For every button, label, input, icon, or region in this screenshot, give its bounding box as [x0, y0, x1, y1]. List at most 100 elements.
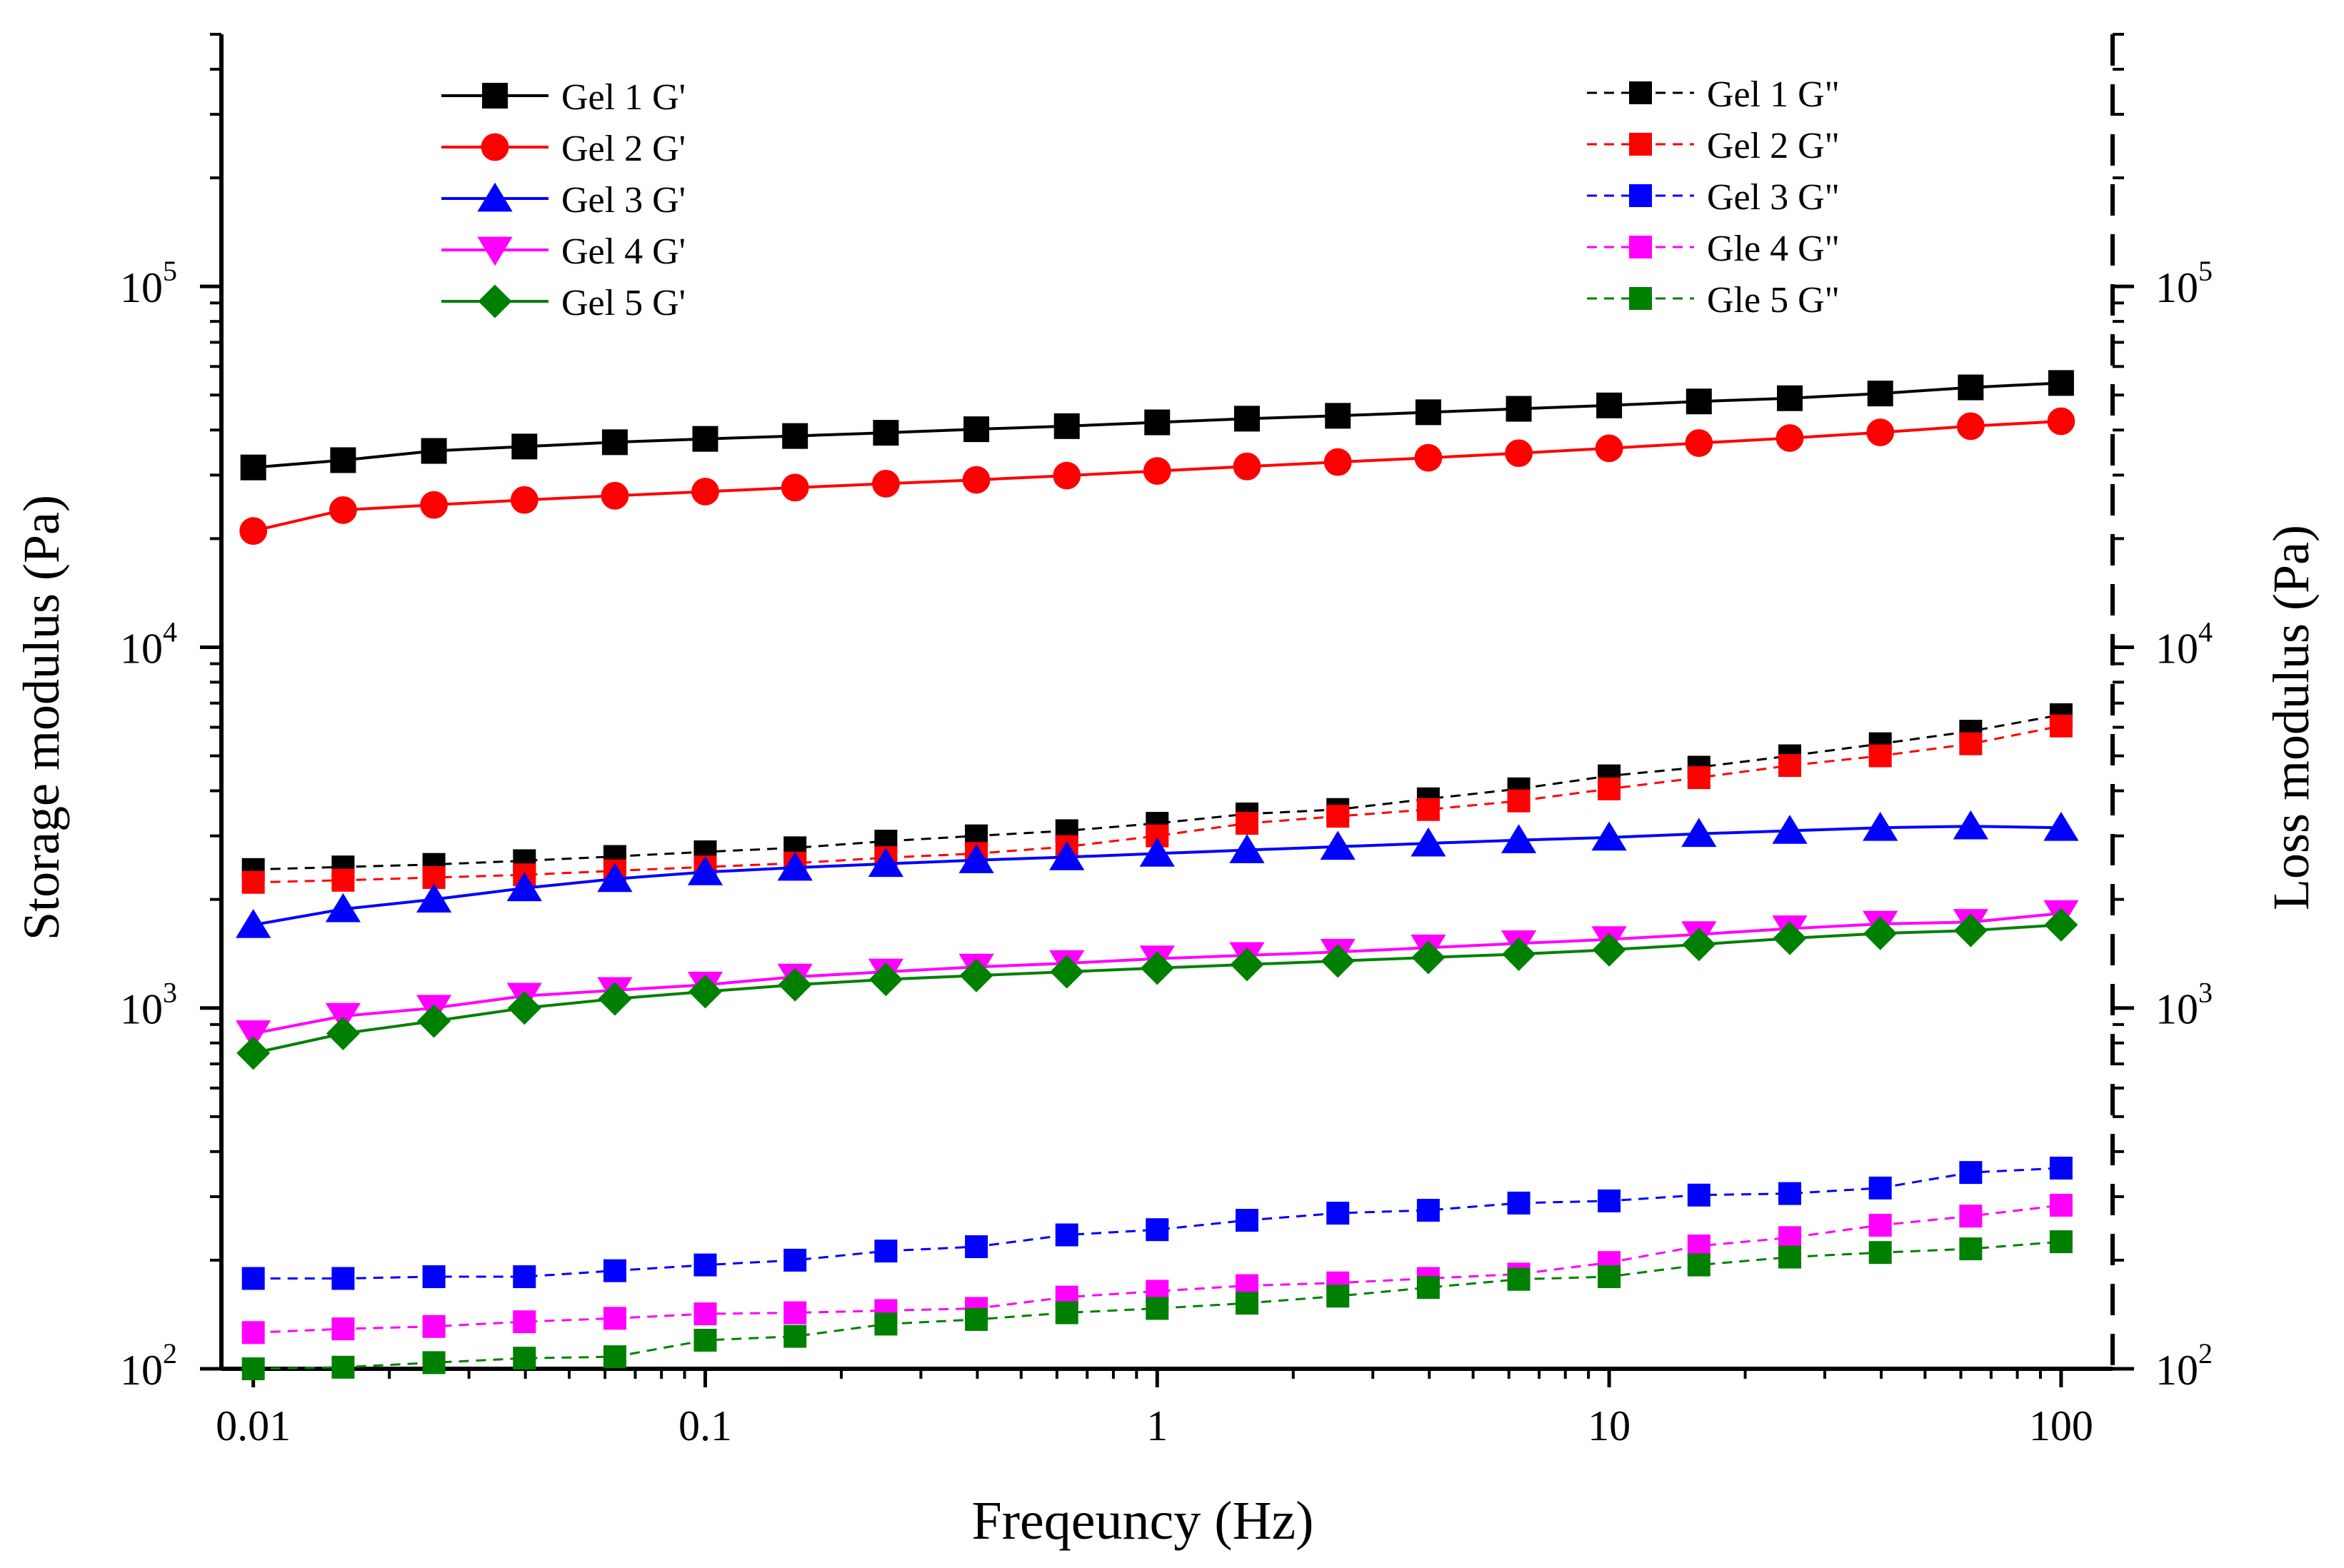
data-point [688, 975, 722, 1009]
legend-label: Gel 5 G' [561, 283, 686, 323]
legend-swatch-marker [1629, 81, 1652, 104]
data-point [330, 447, 356, 473]
y-left-tick-label: 103 [120, 977, 177, 1033]
data-point [1863, 916, 1898, 950]
data-point [1321, 944, 1355, 978]
data-point [1050, 955, 1084, 989]
data-point [1055, 1223, 1078, 1247]
series-gle-5-g [241, 1230, 2073, 1380]
data-point [2049, 714, 2073, 738]
data-point [1867, 381, 1893, 407]
x-tick-label: 1 [1146, 1402, 1168, 1449]
data-point [1685, 429, 1713, 457]
data-point [1686, 388, 1712, 415]
data-point [331, 1267, 355, 1290]
data-point [601, 481, 629, 510]
y-right-tick-base: 10 [2155, 1347, 2198, 1394]
data-point [783, 1325, 807, 1348]
data-point [241, 1321, 265, 1345]
data-point [1235, 1292, 1258, 1315]
x-tick-label: 100 [2029, 1402, 2093, 1449]
series-layer [236, 370, 2079, 1380]
data-point [421, 438, 447, 464]
legend-label: Gel 1 G' [561, 77, 686, 118]
data-point [329, 496, 357, 524]
legend-swatch-marker [481, 133, 509, 161]
data-point [422, 1315, 446, 1338]
legend-item: Gel 4 G' [441, 231, 686, 272]
data-point [687, 856, 723, 885]
data-point [781, 473, 809, 502]
y-right-tick-exp: 2 [2198, 1337, 2213, 1370]
data-point [1953, 810, 1988, 840]
legend-item: Gel 2 G" [1587, 126, 1840, 166]
data-point [513, 1265, 536, 1289]
data-point [1773, 921, 1807, 955]
y-right-tick-base: 10 [2155, 264, 2198, 311]
data-point [782, 423, 808, 449]
data-point [777, 851, 813, 881]
data-point [1772, 815, 1808, 844]
y-left-tick-exp: 4 [163, 615, 177, 648]
data-point [965, 1307, 988, 1331]
data-point [1778, 754, 1802, 778]
data-point [1139, 838, 1175, 867]
x-tick-label: 10 [1588, 1402, 1631, 1449]
legend-item: Gel 3 G' [441, 180, 686, 221]
data-point [1956, 412, 1985, 441]
data-point [1055, 1301, 1078, 1325]
data-point [422, 1265, 446, 1289]
data-point [962, 466, 991, 494]
data-point [422, 1351, 446, 1374]
y-right-tick-base: 10 [2155, 986, 2198, 1033]
data-point [693, 1302, 717, 1326]
legend-item: Gel 2 G' [441, 129, 686, 169]
data-point [692, 426, 718, 452]
y-right-tick-base: 10 [2155, 625, 2198, 672]
data-point [2049, 1193, 2073, 1217]
data-point [241, 1267, 265, 1290]
data-point [601, 429, 628, 456]
data-point [1959, 1205, 1983, 1228]
legend-label: Gel 2 G' [561, 129, 686, 169]
data-point [239, 517, 268, 545]
data-point [1320, 830, 1356, 860]
y-left-tick-exp: 3 [163, 977, 177, 1009]
y-right-tick-exp: 5 [2198, 255, 2213, 287]
data-point [693, 1253, 717, 1277]
data-point [603, 1307, 626, 1330]
data-point [507, 991, 541, 1025]
x-axis-label: Freqeuncy (Hz) [971, 1491, 1313, 1551]
legend-swatch-marker [1629, 287, 1652, 310]
legend-swatch-marker [482, 83, 508, 109]
data-point [1687, 766, 1711, 790]
data-point [1235, 1209, 1258, 1232]
y-right-tick-label: 102 [2155, 1337, 2213, 1394]
data-point [1687, 1253, 1711, 1277]
y-left-tick-label: 102 [120, 1337, 177, 1394]
data-point [783, 1248, 807, 1272]
data-point [1140, 951, 1174, 985]
data-point [1233, 406, 1260, 432]
data-point [1507, 1267, 1531, 1291]
data-point [1775, 424, 1804, 452]
data-point [778, 968, 812, 1002]
y-left-tick-base: 10 [120, 264, 163, 311]
legend-swatch-marker [477, 236, 513, 266]
y-axis-label-right: Loss modulus (Pa) [2263, 525, 2320, 910]
data-point [874, 1240, 898, 1263]
series-gel-1-g [240, 370, 2074, 481]
y-right-tick-exp: 3 [2198, 977, 2213, 1009]
legend-swatch-marker [1629, 236, 1652, 258]
legend-label: Gle 5 G" [1707, 280, 1840, 321]
data-point [1682, 928, 1716, 962]
data-point [1507, 789, 1531, 813]
data-point [603, 1259, 626, 1282]
data-point [1325, 403, 1351, 429]
data-point [241, 1357, 265, 1380]
data-point [326, 1016, 360, 1050]
data-point [416, 883, 452, 913]
data-point [1501, 824, 1537, 853]
